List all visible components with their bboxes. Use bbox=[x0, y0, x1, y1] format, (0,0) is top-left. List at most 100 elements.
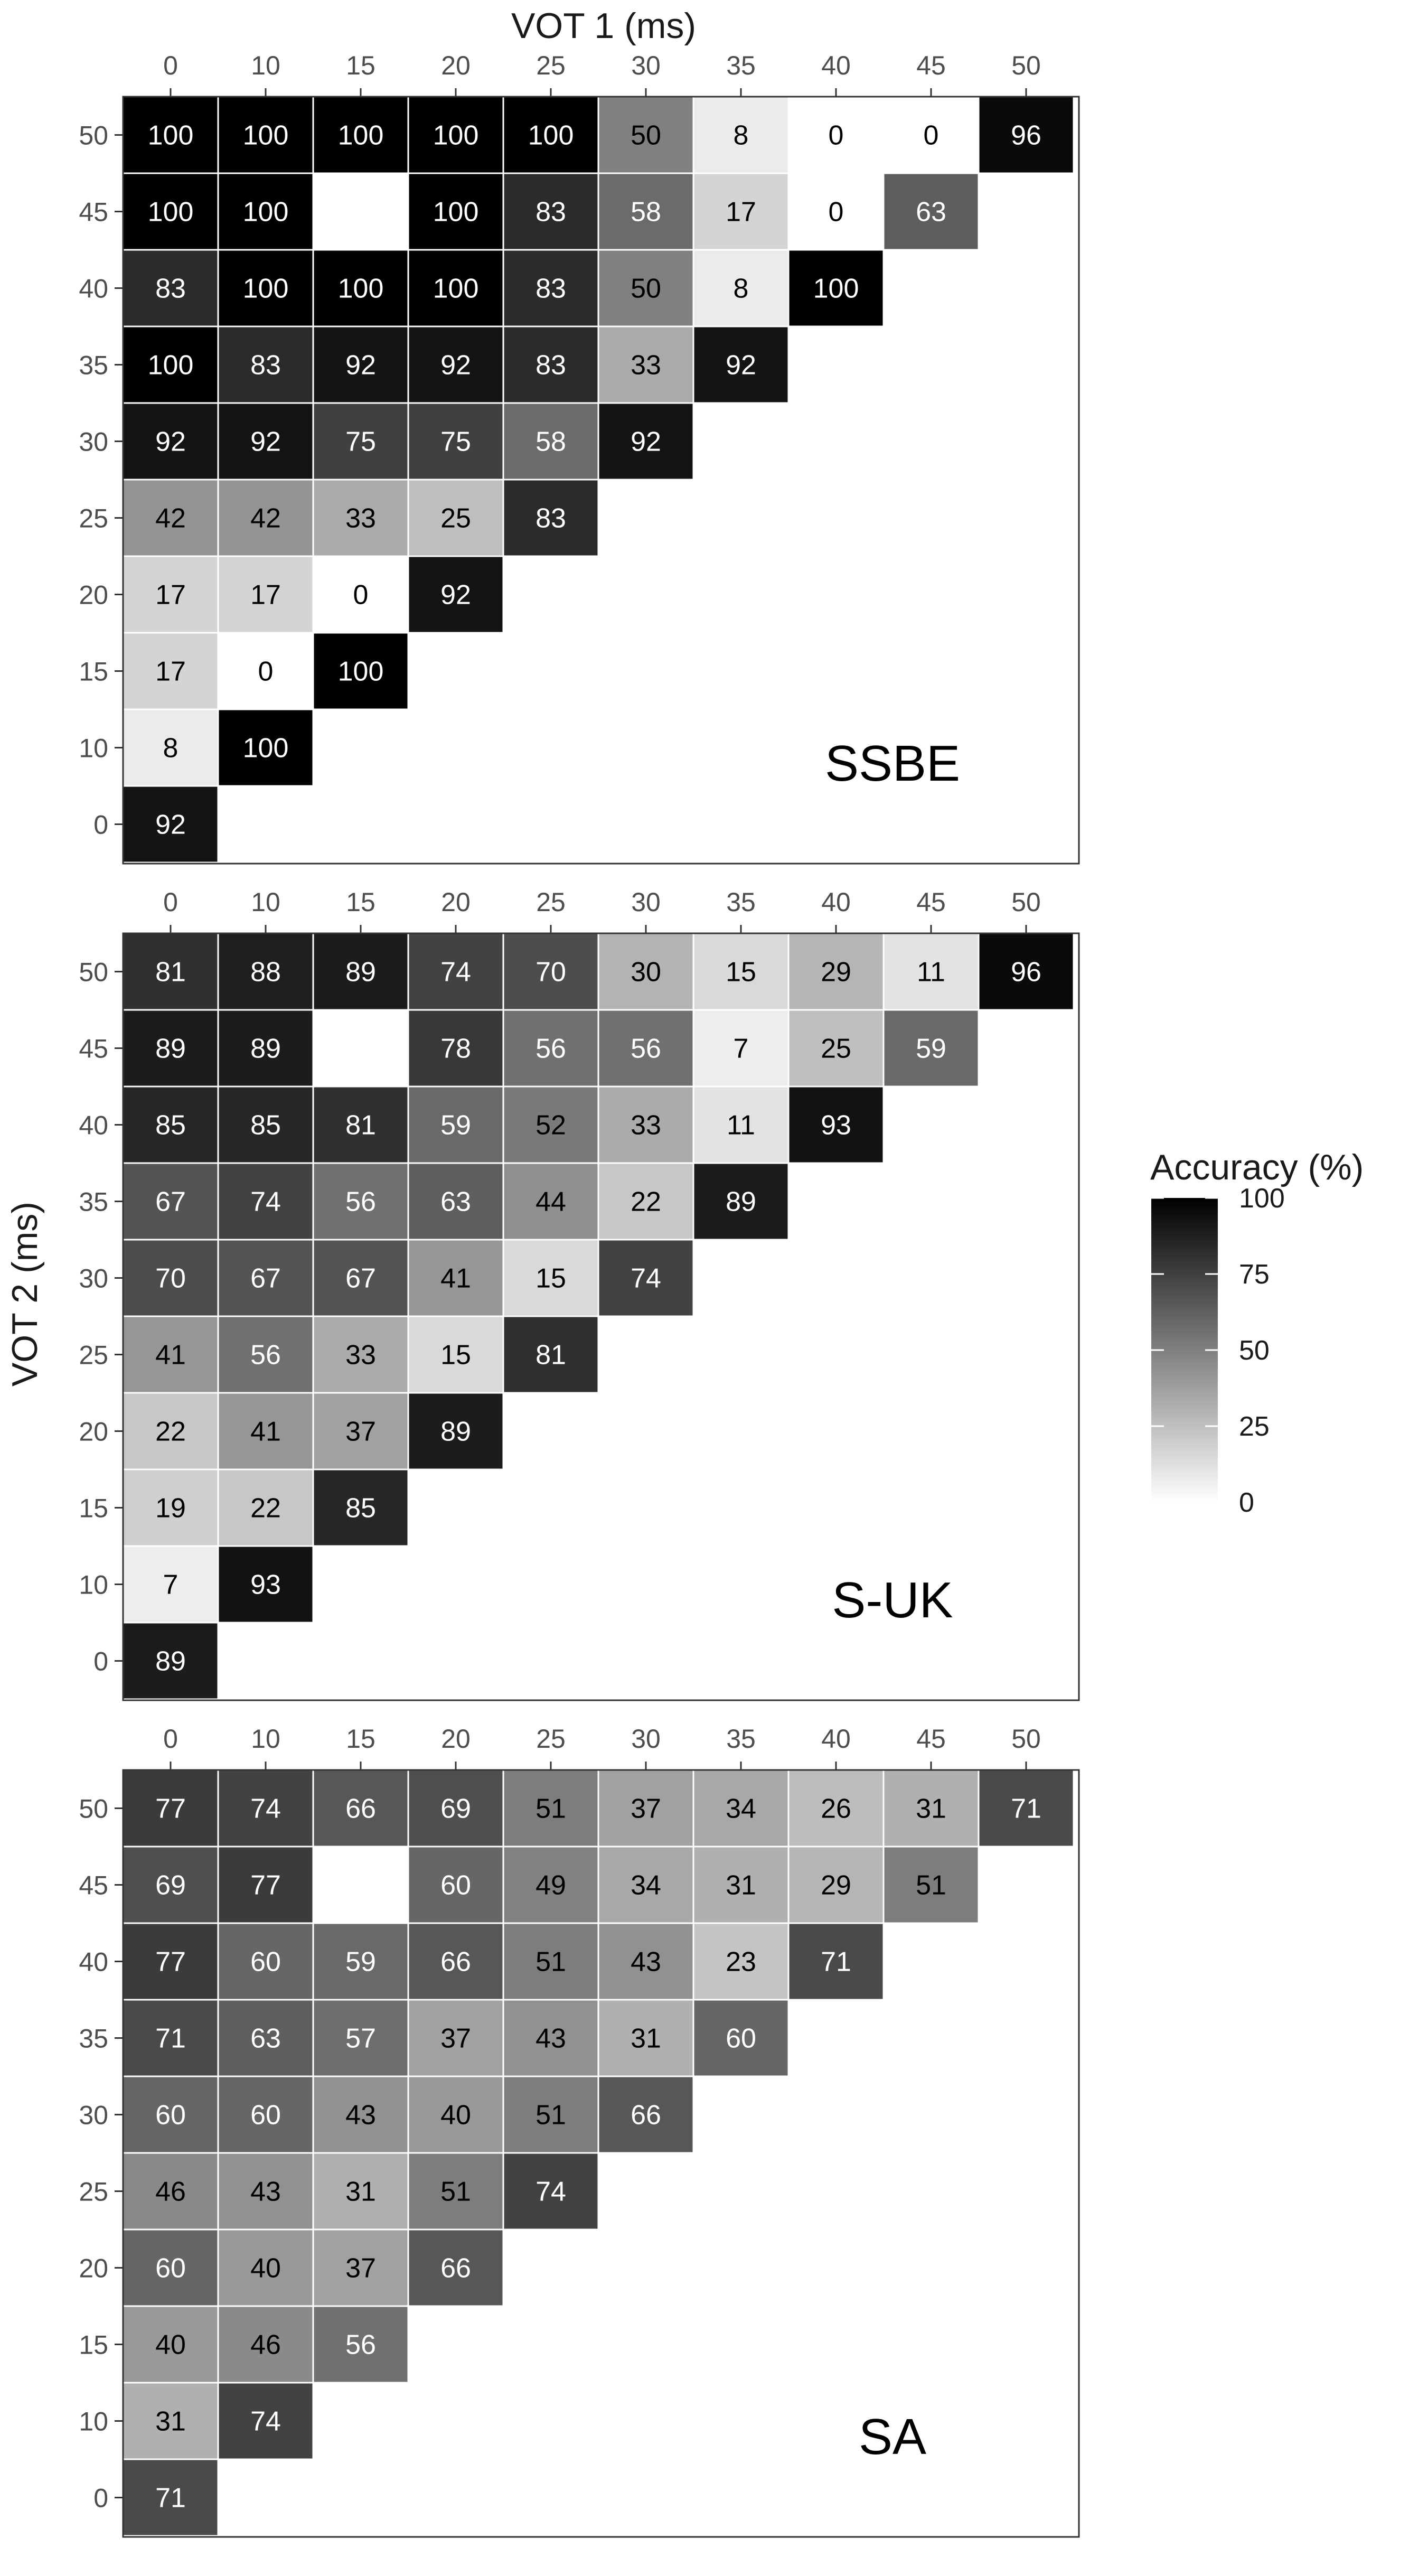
cell-value-label: 71 bbox=[1011, 1794, 1041, 1824]
heatmap-cell bbox=[407, 1009, 504, 1088]
panel-border bbox=[122, 932, 1080, 1701]
cell-value-label: 31 bbox=[726, 1870, 756, 1901]
colorbar-legend: Accuracy (%) 0 25 50 75 100 bbox=[1150, 1147, 1364, 1518]
heatmap-cell bbox=[312, 2152, 409, 2231]
heatmap-cell bbox=[692, 1162, 790, 1241]
heatmap-cell bbox=[122, 479, 219, 557]
cell-value-label: 92 bbox=[631, 427, 661, 457]
heatmap-cell bbox=[122, 402, 219, 481]
heatmap-cell bbox=[787, 249, 885, 327]
heatmap-cell bbox=[217, 96, 314, 174]
legend-tick-label: 50 bbox=[1239, 1335, 1270, 1366]
heatmap-cell bbox=[217, 1162, 314, 1241]
heatmap-cell bbox=[122, 1085, 219, 1164]
cell-value-label: 92 bbox=[726, 350, 756, 381]
cell-value-label: 37 bbox=[345, 2253, 376, 2284]
cell-value-label: 100 bbox=[243, 197, 289, 228]
heatmap-cell bbox=[122, 932, 219, 1011]
y-tick-label: 50 bbox=[79, 958, 108, 987]
cell-value-label: 100 bbox=[433, 274, 479, 304]
cell-value-label: 66 bbox=[440, 1947, 471, 1978]
x-tick-label: 30 bbox=[631, 1724, 661, 1754]
cell-value-label: 60 bbox=[250, 1947, 281, 1978]
y-tick-label: 35 bbox=[79, 351, 108, 380]
heatmap-cell bbox=[122, 2382, 219, 2460]
cell-value-label: 74 bbox=[631, 1263, 661, 1294]
x-tick-label: 50 bbox=[1011, 1724, 1041, 1754]
heatmap-cell bbox=[502, 1769, 599, 1848]
heatmap-cell bbox=[502, 2152, 599, 2231]
x-tick-label: 40 bbox=[821, 887, 851, 917]
y-tick-label: 0 bbox=[93, 2484, 108, 2513]
heatmap-cell bbox=[882, 96, 980, 174]
heatmap-cell bbox=[692, 1846, 790, 1924]
x-tick-label: 0 bbox=[163, 51, 178, 80]
cell-value-label: 33 bbox=[631, 350, 661, 381]
x-tick-label: 15 bbox=[346, 51, 375, 80]
cell-value-label: 58 bbox=[536, 427, 566, 457]
x-tick-label: 45 bbox=[916, 887, 946, 917]
cell-value-label: 74 bbox=[250, 2406, 281, 2437]
cell-value-label: 52 bbox=[536, 1110, 566, 1141]
cell-value-label: 93 bbox=[821, 1110, 851, 1141]
cell-value-label: 56 bbox=[250, 1340, 281, 1371]
cell-value-label: 49 bbox=[536, 1870, 566, 1901]
cell-value-label: 43 bbox=[345, 2100, 376, 2131]
heatmap-cell bbox=[502, 479, 599, 557]
cell-value-label: 69 bbox=[440, 1794, 471, 1824]
legend-tick-label: 75 bbox=[1239, 1259, 1270, 1290]
x-tick-label: 30 bbox=[631, 51, 661, 80]
cell-value-label: 100 bbox=[338, 120, 384, 151]
heatmap-cell bbox=[502, 1922, 599, 2001]
cell-value-label: 63 bbox=[916, 197, 946, 228]
cell-value-label: 41 bbox=[155, 1340, 186, 1371]
heatmap-cell bbox=[217, 1999, 314, 2077]
heatmap-cell bbox=[122, 1315, 219, 1394]
heatmap-cell bbox=[502, 2075, 599, 2154]
legend-title: Accuracy (%) bbox=[1150, 1147, 1364, 1187]
cell-value-label: 31 bbox=[155, 2406, 186, 2437]
heatmap-panel-1: 0 10 15 20 25 30 35 40 45 50504540353025201510010… bbox=[79, 51, 1080, 865]
heatmap-cell bbox=[407, 1922, 504, 2001]
heatmap-cell bbox=[502, 172, 599, 251]
heatmap-cell bbox=[692, 1999, 790, 2077]
heatmap-cell bbox=[407, 1846, 504, 1924]
heatmap-cell bbox=[312, 402, 409, 481]
cell-value-label: 100 bbox=[148, 120, 194, 151]
cell-value-label: 19 bbox=[155, 1493, 186, 1524]
heatmap-cell bbox=[312, 1922, 409, 2001]
x-tick-label: 50 bbox=[1011, 887, 1041, 917]
cell-value-label: 100 bbox=[338, 274, 384, 304]
cell-value-label: 50 bbox=[631, 120, 661, 151]
heatmap-cell bbox=[312, 479, 409, 557]
cell-value-label: 100 bbox=[528, 120, 574, 151]
heatmap-cell bbox=[217, 932, 314, 1011]
y-tick-label: 25 bbox=[79, 1341, 108, 1370]
heatmap-cell bbox=[122, 1846, 219, 1924]
cell-value-label: 0 bbox=[829, 120, 844, 151]
cell-value-label: 33 bbox=[631, 1110, 661, 1141]
x-tick-label: 30 bbox=[631, 887, 661, 917]
cell-value-label: 89 bbox=[345, 957, 376, 988]
heatmap-cell bbox=[882, 172, 980, 251]
cell-value-label: 70 bbox=[155, 1263, 186, 1294]
cell-value-label: 25 bbox=[440, 503, 471, 534]
cell-value-label: 31 bbox=[916, 1794, 946, 1824]
cell-value-label: 77 bbox=[155, 1794, 186, 1824]
cell-value-label: 83 bbox=[536, 274, 566, 304]
cell-value-label: 41 bbox=[250, 1417, 281, 1447]
cell-value-label: 15 bbox=[440, 1340, 471, 1371]
heatmap-cell bbox=[217, 632, 314, 710]
heatmap-cell bbox=[122, 785, 219, 864]
cell-value-label: 37 bbox=[345, 1417, 376, 1447]
cell-value-label: 88 bbox=[250, 957, 281, 988]
cell-value-label: 11 bbox=[917, 957, 945, 988]
cell-value-label: 23 bbox=[726, 1947, 756, 1978]
cell-value-label: 85 bbox=[250, 1110, 281, 1141]
heatmap-cell bbox=[312, 96, 409, 174]
cell-value-label: 22 bbox=[250, 1493, 281, 1524]
heatmap-cell bbox=[882, 932, 980, 1011]
heatmap-cell bbox=[312, 325, 409, 404]
y-tick-label: 40 bbox=[79, 274, 108, 304]
heatmap-cell bbox=[502, 1999, 599, 2077]
